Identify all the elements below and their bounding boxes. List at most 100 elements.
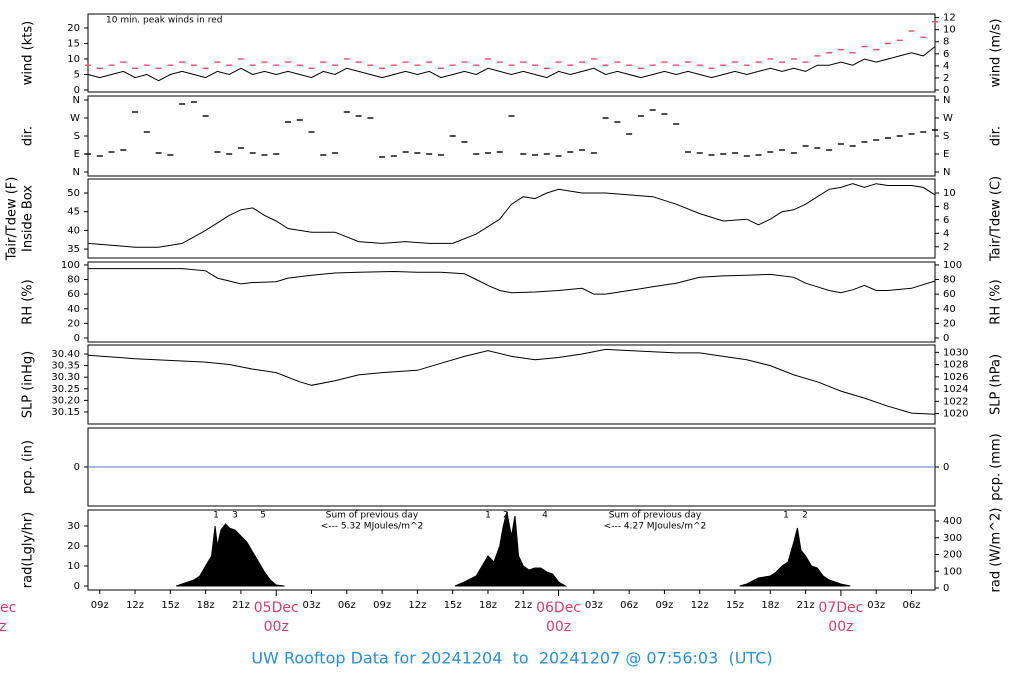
y2-axis-label: RH (%) — [989, 279, 1004, 324]
y2-tick-label: 0 — [943, 85, 949, 96]
y2-tick-label: 40 — [943, 304, 956, 315]
date-hour-label: 00z — [0, 619, 6, 635]
y-tick-label: 40 — [67, 304, 80, 315]
date-label: 07Dec — [818, 600, 863, 616]
y2-tick-label: 8 — [943, 201, 949, 212]
y-axis-label: Tair/Tdew (F) — [5, 177, 20, 262]
annotation: 1 — [783, 511, 789, 521]
y2-tick-label: 1026 — [943, 372, 968, 383]
y-axis-label: SLP (inHg) — [21, 351, 36, 419]
y-tick-label: 45 — [67, 207, 80, 218]
x-tick-label: 12z — [691, 600, 709, 611]
y2-axis-label: wind (m/s) — [989, 19, 1004, 88]
x-tick-label: 12z — [126, 600, 144, 611]
y-tick-label: W — [70, 113, 80, 124]
y-tick-label: 10 — [67, 561, 80, 572]
panel-frame — [87, 95, 936, 177]
x-tick-label: 15z — [161, 600, 179, 611]
panel-frame — [87, 13, 936, 93]
y2-tick-label: N — [943, 95, 950, 106]
y-tick-label: 30.20 — [51, 395, 80, 406]
x-tick-label: 18z — [197, 600, 215, 611]
y2-tick-label: W — [943, 113, 953, 124]
y2-tick-label: 6 — [943, 49, 949, 60]
y2-axis-label: Tair/Tdew (C) — [989, 176, 1004, 262]
y2-tick-label: 100 — [943, 566, 962, 577]
annotation: 4 — [542, 511, 548, 521]
annotation: Sum of previous day — [326, 511, 419, 521]
y-tick-label: 20 — [67, 541, 80, 552]
date-label: 05Dec — [254, 600, 299, 616]
x-tick-label: 09z — [655, 600, 673, 611]
y2-tick-label: 100 — [943, 260, 962, 271]
y2-tick-label: 200 — [943, 550, 962, 561]
y2-tick-label: E — [943, 149, 949, 160]
data-line — [88, 268, 936, 295]
y-tick-label: 100 — [61, 260, 80, 271]
y2-tick-label: 0 — [943, 583, 949, 594]
y-tick-label: N — [73, 95, 80, 106]
y-tick-label: 20 — [67, 318, 80, 329]
y-tick-label: 0 — [74, 462, 80, 473]
y2-tick-label: 400 — [943, 516, 962, 527]
y-axis-label: Inside Box — [21, 185, 36, 252]
y-axis-label: RH (%) — [21, 279, 36, 324]
annotation: 1 — [213, 511, 219, 521]
x-tick-label: 21z — [514, 600, 532, 611]
annotation: 3 — [232, 511, 238, 521]
data-line — [87, 348, 936, 415]
x-tick-label: 09z — [91, 600, 109, 611]
y2-tick-label: 10 — [943, 25, 956, 36]
annotation: <--- 4.27 MJoules/m^2 — [604, 522, 706, 532]
y-tick-label: 30.30 — [51, 372, 80, 383]
y-tick-label: 40 — [67, 225, 80, 236]
x-tick-label: 03z — [303, 600, 321, 611]
x-tick-label: 03z — [867, 600, 885, 611]
y2-axis-label: rad (W/m^2) — [989, 508, 1004, 593]
y2-tick-label: 0 — [943, 462, 949, 473]
y2-tick-label: 1028 — [943, 360, 968, 371]
y-tick-label: 30 — [67, 521, 80, 532]
x-tick-label: 15z — [444, 600, 462, 611]
annotation: 1 — [485, 511, 491, 521]
x-tick-label: 18z — [479, 600, 497, 611]
x-tick-label: 06z — [338, 600, 356, 611]
y2-tick-label: 4 — [943, 61, 949, 72]
x-tick-label: 09z — [373, 600, 391, 611]
y2-tick-label: 0 — [943, 333, 949, 344]
y2-tick-label: 1030 — [943, 347, 968, 358]
y2-tick-label: 1024 — [943, 384, 968, 395]
y2-axis-label: pcp. (mm) — [989, 433, 1004, 500]
y-tick-label: 80 — [67, 275, 80, 286]
annotation: <--- 5.32 MJoules/m^2 — [321, 522, 423, 532]
y2-tick-label: 2 — [943, 242, 949, 253]
y-tick-label: 10 — [67, 54, 80, 65]
y-tick-label: E — [74, 149, 80, 160]
y2-tick-label: 1020 — [943, 409, 968, 420]
y2-tick-label: S — [943, 131, 949, 142]
panel-frame — [87, 344, 936, 425]
x-tick-label: 18z — [761, 600, 779, 611]
data-line — [87, 46, 936, 82]
radiation-area — [454, 511, 568, 587]
x-tick-label: 21z — [797, 600, 815, 611]
y2-tick-label: 80 — [943, 275, 956, 286]
date-hour-label: 00z — [264, 619, 289, 635]
x-tick-label: 06z — [620, 600, 638, 611]
y-tick-label: 15 — [67, 38, 80, 49]
y-axis-label: wind (kts) — [21, 21, 36, 85]
y-tick-label: 5 — [74, 69, 80, 80]
y-axis-label: pcp. (in) — [21, 440, 36, 494]
annotation: Sum of previous day — [609, 511, 702, 521]
y-tick-label: N — [73, 167, 80, 178]
y2-tick-label: 4 — [943, 228, 949, 239]
radiation-area — [176, 523, 285, 587]
annotation: 2 — [802, 511, 808, 521]
y-tick-label: 50 — [67, 188, 80, 199]
annotation: 2 — [503, 511, 509, 521]
y2-tick-label: 12 — [943, 13, 956, 24]
data-line — [87, 183, 936, 248]
y-tick-label: 60 — [67, 289, 80, 300]
date-hour-label: 00z — [828, 619, 853, 635]
